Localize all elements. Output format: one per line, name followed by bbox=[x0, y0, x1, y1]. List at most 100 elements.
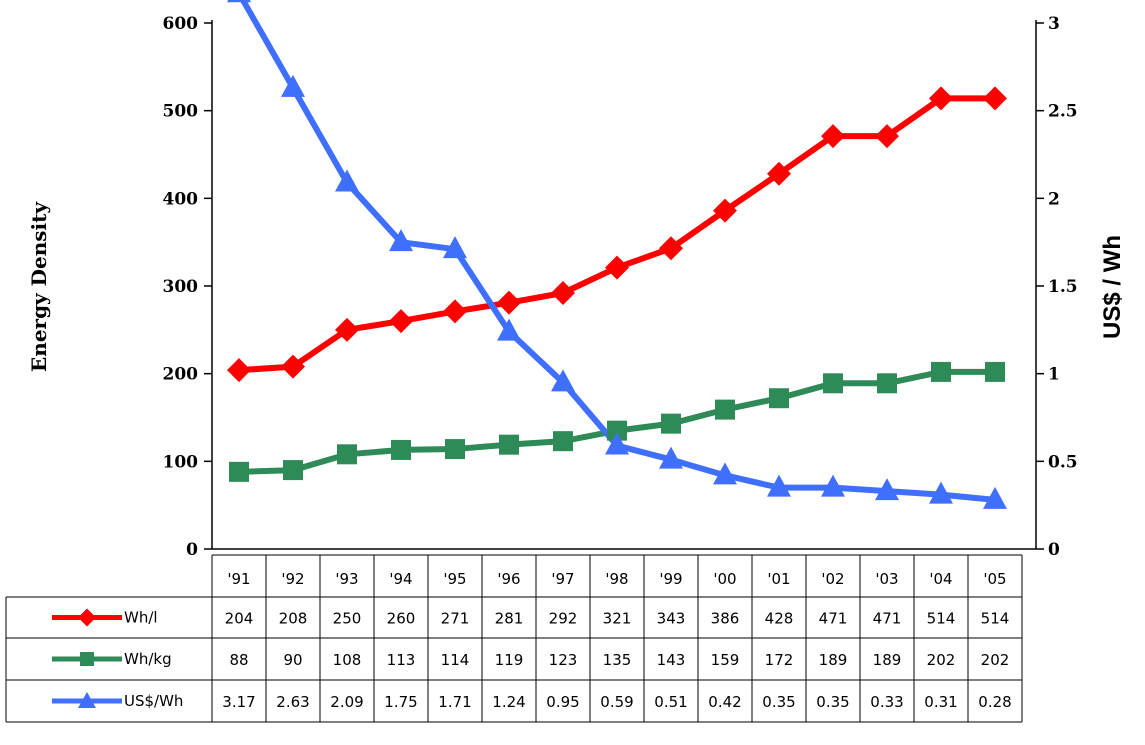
data-label: 202 bbox=[981, 651, 1010, 669]
data-point bbox=[335, 317, 359, 342]
data-point bbox=[659, 446, 683, 469]
data-point bbox=[281, 74, 305, 97]
y2-axis-label: US$ / Wh bbox=[1099, 235, 1126, 339]
y-axis-label: Energy Density bbox=[27, 201, 51, 372]
data-point bbox=[605, 255, 629, 280]
data-point bbox=[985, 361, 1005, 382]
data-point bbox=[389, 309, 413, 334]
data-label: 321 bbox=[603, 610, 632, 628]
x-tick-label: '94 bbox=[389, 570, 412, 588]
data-label: 0.35 bbox=[762, 693, 795, 711]
data-point bbox=[713, 462, 737, 485]
data-label: 143 bbox=[657, 651, 686, 669]
legend-marker bbox=[78, 692, 96, 708]
x-tick-label: '92 bbox=[281, 570, 304, 588]
data-label: 135 bbox=[603, 651, 632, 669]
data-label: 428 bbox=[765, 610, 794, 628]
data-label: 292 bbox=[549, 610, 578, 628]
data-label: 189 bbox=[819, 651, 848, 669]
y2-tick-label: 3 bbox=[1048, 14, 1060, 34]
data-point bbox=[227, 0, 251, 3]
y-tick-label: 600 bbox=[163, 14, 199, 34]
data-point bbox=[281, 354, 305, 379]
data-label: 88 bbox=[229, 651, 248, 669]
data-label: 0.51 bbox=[654, 693, 687, 711]
data-point bbox=[821, 124, 845, 149]
x-tick-label: '93 bbox=[335, 570, 358, 588]
data-point bbox=[767, 474, 791, 497]
data-label: 2.09 bbox=[330, 693, 363, 711]
x-tick-label: '02 bbox=[821, 570, 844, 588]
data-label: 0.33 bbox=[870, 693, 903, 711]
data-label: 108 bbox=[333, 651, 362, 669]
y2-tick-label: 1.5 bbox=[1048, 277, 1078, 297]
data-label: 0.95 bbox=[546, 693, 579, 711]
x-tick-label: '96 bbox=[497, 570, 520, 588]
data-point bbox=[443, 236, 467, 259]
x-tick-label: '95 bbox=[443, 570, 466, 588]
x-tick-label: '05 bbox=[983, 570, 1006, 588]
data-label: 90 bbox=[283, 651, 302, 669]
data-point bbox=[929, 86, 953, 111]
data-point bbox=[283, 460, 303, 481]
data-label: 0.42 bbox=[708, 693, 741, 711]
data-label: 0.31 bbox=[924, 693, 957, 711]
data-label: 260 bbox=[387, 610, 416, 628]
data-point bbox=[607, 420, 627, 441]
x-tick-label: '00 bbox=[713, 570, 736, 588]
data-label: 271 bbox=[441, 610, 470, 628]
data-label: 471 bbox=[819, 610, 848, 628]
data-label: 159 bbox=[711, 651, 740, 669]
data-point bbox=[877, 373, 897, 394]
data-label: 1.71 bbox=[438, 693, 471, 711]
data-label: 514 bbox=[981, 610, 1010, 628]
data-label: 471 bbox=[873, 610, 902, 628]
data-point bbox=[769, 388, 789, 409]
data-point bbox=[445, 439, 465, 460]
data-point bbox=[929, 481, 953, 504]
data-label: 2.63 bbox=[276, 693, 309, 711]
data-label: 386 bbox=[711, 610, 740, 628]
y-tick-label: 400 bbox=[163, 189, 199, 209]
data-label: 172 bbox=[765, 651, 794, 669]
x-tick-label: '01 bbox=[767, 570, 790, 588]
data-label: 281 bbox=[495, 610, 524, 628]
data-label: 208 bbox=[279, 610, 308, 628]
data-point bbox=[823, 373, 843, 394]
data-point bbox=[931, 361, 951, 382]
data-label: 1.75 bbox=[384, 693, 417, 711]
x-tick-label: '98 bbox=[605, 570, 628, 588]
x-tick-label: '03 bbox=[875, 570, 898, 588]
y2-tick-label: 0.5 bbox=[1048, 452, 1078, 472]
data-label: 250 bbox=[333, 610, 362, 628]
data-point bbox=[983, 486, 1007, 509]
y-tick-label: 0 bbox=[186, 540, 198, 560]
data-point bbox=[715, 399, 735, 420]
y-tick-label: 100 bbox=[163, 452, 199, 472]
legend-label: US$/Wh bbox=[124, 692, 183, 710]
legend-label: Wh/kg bbox=[124, 650, 172, 668]
data-point bbox=[659, 236, 683, 261]
data-label: 0.59 bbox=[600, 693, 633, 711]
y2-tick-label: 1 bbox=[1048, 365, 1060, 385]
data-point bbox=[713, 198, 737, 223]
data-point bbox=[605, 432, 629, 455]
data-label: 0.35 bbox=[816, 693, 849, 711]
data-point bbox=[337, 444, 357, 465]
data-point bbox=[229, 461, 249, 482]
y2-tick-label: 2 bbox=[1048, 189, 1060, 209]
data-label: 189 bbox=[873, 651, 902, 669]
y-tick-label: 500 bbox=[163, 102, 199, 122]
data-label: 114 bbox=[441, 651, 470, 669]
data-point bbox=[551, 369, 575, 392]
x-tick-label: '04 bbox=[929, 570, 952, 588]
data-label: 0.28 bbox=[978, 693, 1011, 711]
data-point bbox=[767, 161, 791, 186]
data-point bbox=[551, 281, 575, 306]
data-point bbox=[227, 358, 251, 383]
data-label: 113 bbox=[387, 651, 416, 669]
data-label: 3.17 bbox=[222, 693, 255, 711]
data-point bbox=[391, 439, 411, 460]
y-tick-label: 200 bbox=[163, 365, 199, 385]
